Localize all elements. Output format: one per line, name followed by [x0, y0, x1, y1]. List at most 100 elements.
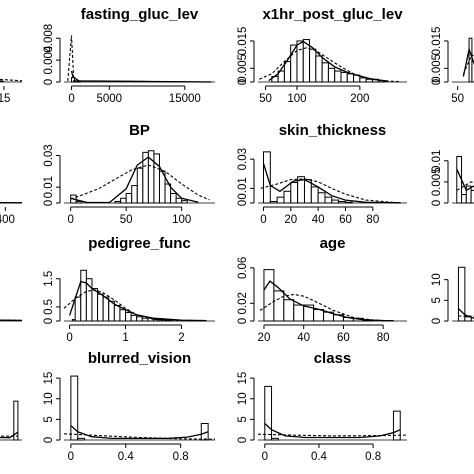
density-curve [462, 46, 474, 77]
histogram-bar [346, 73, 355, 83]
histogram-bar [334, 70, 342, 83]
panel-bp: BP 0 50 100 0 0.01 0.03 [43, 122, 215, 226]
histogram-bar [273, 290, 285, 322]
x-tick-label: 0.4 [118, 451, 135, 463]
histogram-bar [290, 182, 299, 204]
panel-title: BP [129, 122, 150, 139]
panel-age: age 20 40 60 80 0 0.02 0.06 [237, 235, 407, 344]
histogram-bar [130, 314, 138, 322]
y-tick-label: 0.5 [43, 299, 55, 315]
histogram-bar [327, 67, 336, 83]
histogram-bar [175, 197, 183, 204]
panel-pedigree-func: pedigree_func 0 1 2 0 0.5 1.5 [43, 235, 215, 344]
histogram-bar [74, 296, 82, 322]
x-tick-label: 0 [68, 93, 74, 105]
y-tick-label: 10 [431, 273, 443, 286]
histogram-bar [340, 71, 348, 83]
histogram-bar [457, 266, 466, 322]
normal-curve [456, 181, 474, 191]
normal-curve [462, 53, 474, 75]
histogram-bar [262, 151, 271, 204]
x-tick-label: 0 [260, 214, 266, 226]
y-tick-label: 0.004 [43, 45, 55, 74]
x-tick-label: 0 [66, 332, 72, 344]
histogram-bar [276, 196, 285, 204]
histogram-bar [315, 55, 323, 83]
density-curve [0, 319, 23, 322]
y-tick-label: 1.5 [43, 271, 55, 287]
x-tick-label: 50 [259, 93, 272, 105]
y-tick-label: 0 [431, 79, 443, 85]
histogram-bar [119, 309, 127, 322]
density-curve [0, 202, 23, 204]
normal-curve [63, 433, 216, 440]
density-curve [457, 308, 474, 320]
histogram-bar [97, 293, 104, 322]
histogram-bar [293, 304, 305, 322]
histogram-bar [309, 48, 317, 83]
x-tick-label: 80 [377, 332, 390, 344]
panel-title: class [314, 350, 352, 367]
y-tick-label: 0 [431, 200, 443, 206]
y-tick-label: 10 [237, 392, 249, 405]
histogram-bar [313, 308, 325, 322]
x-tick-label: 50 [451, 93, 464, 105]
histogram-bar [153, 153, 160, 204]
y-tick-label: 0.015 [431, 27, 443, 56]
histogram-bar [136, 167, 144, 204]
panel-title: fasting_gluc_lev [81, 6, 199, 23]
panel-partial-r2c3: 0 5 10 [431, 266, 474, 324]
x-tick-label: 400 [0, 214, 15, 226]
y-tick-label: 0.02 [237, 292, 249, 314]
density-curve [70, 425, 209, 440]
y-tick-label: 15 [43, 372, 55, 385]
panel-title: skin_thickness [279, 122, 387, 139]
histogram-bar [102, 296, 110, 322]
x-tick-label: 80 [366, 214, 379, 226]
histogram-bar [131, 185, 138, 204]
y-tick-label: 0.01 [431, 150, 443, 172]
y-tick-label: 0.005 [431, 54, 443, 83]
y-tick-label: 0 [237, 437, 249, 443]
normal-curve [70, 164, 210, 201]
y-tick-label: 0 [431, 318, 443, 324]
y-tick-label: 0.005 [237, 54, 249, 83]
x-tick-label: 15 [0, 93, 10, 105]
normal-curve [67, 35, 212, 83]
y-tick-label: 0 [43, 318, 55, 324]
y-tick-label: 0.008 [43, 24, 55, 53]
normal-curve [257, 433, 408, 437]
normal-curve [0, 319, 23, 321]
y-tick-label: 0 [237, 318, 249, 324]
histogram-bar [125, 193, 133, 204]
histogram-bar [331, 199, 340, 204]
histogram-bar [264, 385, 273, 441]
x-tick-label: 0.8 [173, 451, 189, 463]
histogram-bar [283, 190, 292, 204]
density-curve [263, 280, 384, 322]
histogram-bar [317, 192, 326, 204]
panel-partial-r3c0 [0, 400, 22, 441]
histogram-bar [359, 77, 367, 83]
normal-curve [0, 78, 23, 82]
histogram-bar [91, 288, 99, 322]
x-tick-label: 0.8 [365, 451, 381, 463]
density-curve [264, 423, 401, 439]
panel-title: x1hr_post_gluc_lev [262, 6, 403, 23]
density-curve [70, 156, 199, 204]
panel-title: pedigree_func [88, 235, 191, 252]
x-tick-label: 20 [258, 332, 271, 344]
panel-class: class 0 0.4 0.8 0 5 10 15 [237, 350, 408, 463]
normal-curve [259, 293, 394, 322]
x-tick-label: 20 [284, 214, 297, 226]
panel-partial-r2c0: 0 [0, 319, 23, 322]
x-tick-label: 2 [178, 332, 184, 344]
panel-partial-r0c0: 15 [0, 78, 23, 105]
density-curve [68, 280, 207, 322]
histogram-bar [80, 269, 87, 322]
y-tick-label: 10 [43, 392, 55, 405]
